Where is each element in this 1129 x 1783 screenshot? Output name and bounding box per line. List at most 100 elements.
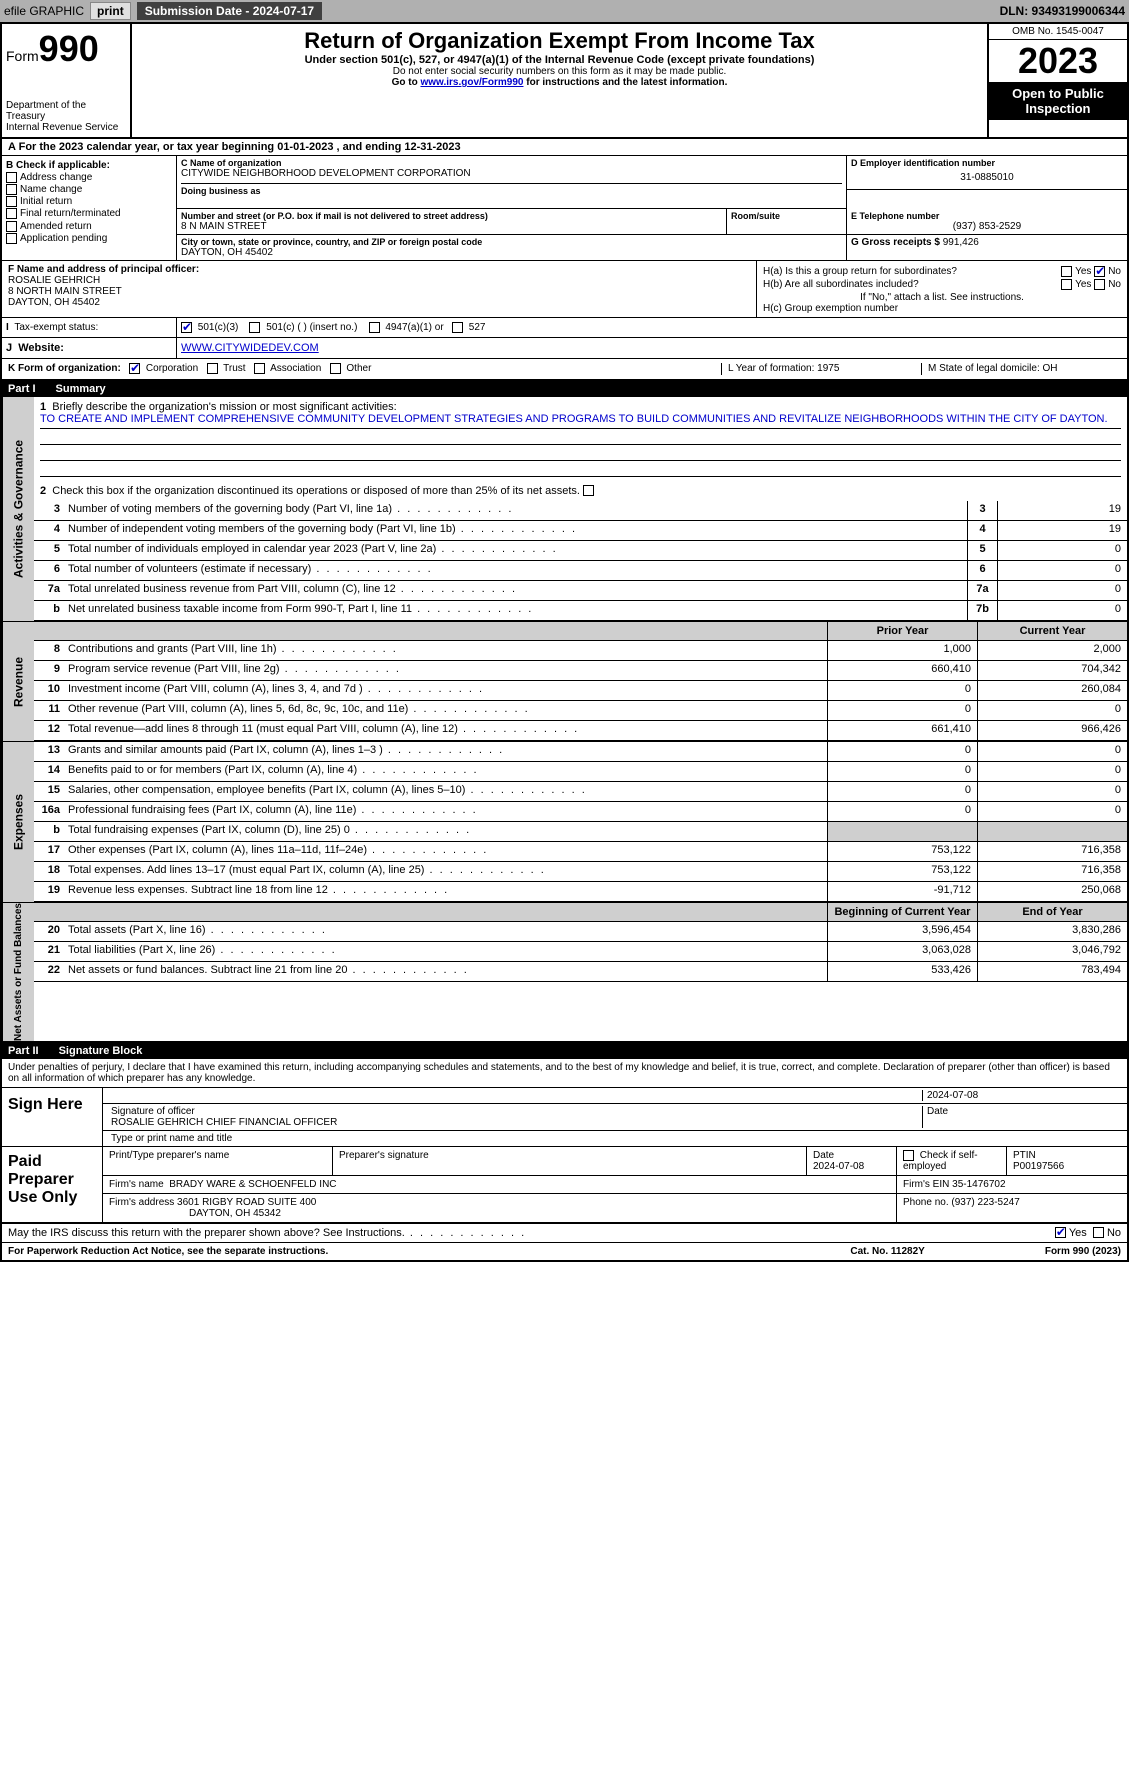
hb-note: If "No," attach a list. See instructions…: [763, 292, 1121, 303]
goto-post: for instructions and the latest informat…: [523, 77, 727, 88]
ha-label: H(a) Is this a group return for subordin…: [763, 266, 957, 277]
firm-phone: (937) 223-5247: [951, 1197, 1019, 1208]
chk-4947[interactable]: [369, 322, 380, 333]
firm-addr2: DAYTON, OH 45342: [189, 1208, 281, 1219]
chk-self-employed[interactable]: [903, 1150, 914, 1161]
side-governance: Activities & Governance: [2, 397, 34, 621]
side-revenue: Revenue: [2, 622, 34, 741]
officer-street: 8 NORTH MAIN STREET: [8, 286, 122, 297]
calendar-year-line: A For the 2023 calendar year, or tax yea…: [2, 139, 1127, 156]
prep-sig-label: Preparer's signature: [333, 1147, 807, 1175]
chk-assoc[interactable]: [254, 363, 265, 374]
chk-final-return[interactable]: Final return/terminated: [6, 208, 172, 219]
website-link[interactable]: WWW.CITYWIDEDEV.COM: [181, 342, 319, 354]
open-public: Open to Public Inspection: [989, 82, 1127, 120]
officer-city: DAYTON, OH 45402: [8, 297, 100, 308]
cat-no: Cat. No. 11282Y: [850, 1246, 924, 1257]
side-expenses: Expenses: [2, 742, 34, 902]
sig-date: 2024-07-08: [923, 1090, 1123, 1101]
chk-527[interactable]: [452, 322, 463, 333]
d-label: D Employer identification number: [851, 158, 1123, 168]
part1-header: Part I Summary: [2, 381, 1127, 397]
chk-501c3[interactable]: [181, 322, 192, 333]
addr-label: Number and street (or P.O. box if mail i…: [181, 211, 722, 221]
m-state: M State of legal domicile: OH: [921, 363, 1121, 374]
org-name: CITYWIDE NEIGHBORHOOD DEVELOPMENT CORPOR…: [181, 168, 842, 179]
tax-year: 2023: [989, 40, 1127, 82]
perjury-declaration: Under penalties of perjury, I declare th…: [2, 1059, 1127, 1087]
form-label: Form: [6, 48, 39, 64]
hb-yes[interactable]: [1061, 279, 1072, 290]
city-state-zip: DAYTON, OH 45402: [181, 247, 842, 258]
type-print-label: Type or print name and title: [107, 1133, 236, 1144]
ha-no[interactable]: [1094, 266, 1105, 277]
hc-label: H(c) Group exemption number: [763, 303, 1121, 314]
hb-label: H(b) Are all subordinates included?: [763, 279, 919, 290]
firm-name: BRADY WARE & SCHOENFELD INC: [169, 1179, 336, 1190]
paid-preparer-label: Paid Preparer Use Only: [2, 1147, 102, 1222]
mission-text: TO CREATE AND IMPLEMENT COMPREHENSIVE CO…: [40, 413, 1121, 429]
cal-year-text: For the 2023 calendar year, or tax year …: [19, 141, 461, 153]
form-subtitle: Under section 501(c), 527, or 4947(a)(1)…: [138, 54, 981, 66]
form-frame: Form990 Department of the Treasury Inter…: [0, 22, 1129, 1262]
city-label: City or town, state or province, country…: [181, 237, 842, 247]
submission-date: Submission Date - 2024-07-17: [137, 2, 322, 20]
telephone: (937) 853-2529: [851, 221, 1123, 232]
i-label: Tax-exempt status:: [14, 322, 98, 333]
ein: 31-0885010: [851, 168, 1123, 187]
prep-name-label: Print/Type preparer's name: [103, 1147, 333, 1175]
chk-501c[interactable]: [249, 322, 260, 333]
discuss-yes[interactable]: [1055, 1227, 1066, 1238]
discuss-text: May the IRS discuss this return with the…: [8, 1227, 1055, 1239]
side-netassets: Net Assets or Fund Balances: [2, 903, 34, 1041]
chk-amended[interactable]: Amended return: [6, 221, 172, 232]
print-button[interactable]: print: [90, 2, 131, 20]
date-label: Date: [923, 1106, 1123, 1128]
pra-notice: For Paperwork Reduction Act Notice, see …: [8, 1246, 328, 1257]
dln: DLN: 93493199006344: [1000, 4, 1125, 18]
omb-number: OMB No. 1545-0047: [989, 24, 1127, 40]
hdr-eoy: End of Year: [977, 903, 1127, 921]
firm-ein: 35-1476702: [952, 1179, 1005, 1190]
chk-other[interactable]: [330, 363, 341, 374]
hdr-boy: Beginning of Current Year: [827, 903, 977, 921]
l-year: L Year of formation: 1975: [721, 363, 921, 374]
sign-here-label: Sign Here: [2, 1088, 102, 1146]
part2-header: Part II Signature Block: [2, 1043, 1127, 1059]
hdr-current-year: Current Year: [977, 622, 1127, 640]
l1-label: Briefly describe the organization's miss…: [52, 401, 396, 413]
k-label: K Form of organization:: [8, 364, 121, 375]
j-label: Website:: [18, 342, 64, 354]
l2-text: Check this box if the organization disco…: [52, 485, 580, 497]
form-title: Return of Organization Exempt From Incom…: [138, 28, 981, 54]
ha-yes[interactable]: [1061, 266, 1072, 277]
f-label: F Name and address of principal officer:: [8, 264, 199, 275]
chk-corp[interactable]: [129, 363, 140, 374]
chk-address-change[interactable]: Address change: [6, 172, 172, 183]
sig-officer-label: Signature of officer: [111, 1106, 195, 1117]
prep-date: 2024-07-08: [813, 1161, 864, 1172]
efile-label: efile GRAPHIC: [4, 4, 84, 18]
irs-label: Internal Revenue Service: [6, 122, 126, 133]
ssn-note: Do not enter social security numbers on …: [138, 66, 981, 77]
chk-trust[interactable]: [207, 363, 218, 374]
officer-name: ROSALIE GEHRICH: [8, 275, 100, 286]
irs-link[interactable]: www.irs.gov/Form990: [420, 77, 523, 88]
firm-addr1: 3601 RIGBY ROAD SUITE 400: [177, 1197, 316, 1208]
dept-treasury: Department of the Treasury: [6, 100, 126, 122]
b-label: B Check if applicable:: [6, 160, 110, 171]
discuss-no[interactable]: [1093, 1227, 1104, 1238]
goto-pre: Go to: [392, 77, 421, 88]
form-footer: Form 990 (2023): [1045, 1246, 1121, 1257]
gross-receipts: 991,426: [943, 237, 979, 248]
form-number: 990: [39, 28, 99, 69]
l2-checkbox[interactable]: [583, 485, 594, 496]
hb-no[interactable]: [1094, 279, 1105, 290]
dba-label: Doing business as: [181, 183, 842, 196]
ptin: P00197566: [1013, 1161, 1064, 1172]
chk-app-pending[interactable]: Application pending: [6, 233, 172, 244]
hdr-prior-year: Prior Year: [827, 622, 977, 640]
g-label: G Gross receipts $: [851, 237, 940, 248]
chk-name-change[interactable]: Name change: [6, 184, 172, 195]
chk-initial-return[interactable]: Initial return: [6, 196, 172, 207]
